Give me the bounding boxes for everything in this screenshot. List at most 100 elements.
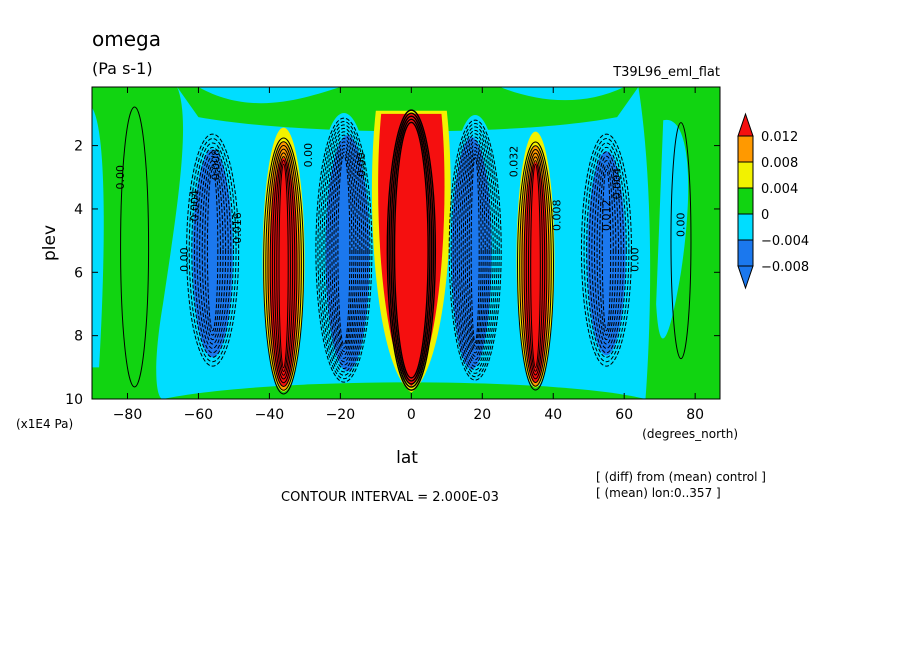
x-tick-label: −60 bbox=[184, 407, 214, 423]
contour-pos-sh bbox=[265, 141, 302, 391]
contour-neg-core-s bbox=[331, 144, 357, 356]
chart-title: omega bbox=[92, 27, 161, 51]
colorbar: 0.012 0.008 0.004 0 −0.004 −0.008 bbox=[737, 112, 809, 290]
contour-label: 0.00 bbox=[675, 213, 688, 238]
contour-label: 0.016 bbox=[231, 212, 244, 244]
y-tick-label: 8 bbox=[74, 329, 83, 345]
x-axis-unit: (degrees_north) bbox=[642, 427, 738, 441]
chart-units: (Pa s-1) bbox=[92, 59, 153, 78]
contour-label: 0.008 bbox=[550, 200, 563, 232]
contour-neg-nh bbox=[599, 164, 614, 336]
field-blue-lobe-sh bbox=[192, 149, 233, 358]
contour-neg-nh bbox=[591, 151, 622, 349]
y-axis-unit: (x1E4 Pa) bbox=[16, 417, 73, 431]
contour-neg-core-n bbox=[462, 143, 488, 357]
contour-neg-sh bbox=[201, 160, 224, 341]
contour-label: 0.00 bbox=[114, 165, 127, 190]
contour-pos-eq bbox=[388, 112, 435, 388]
contour-neg-core-n bbox=[448, 119, 502, 381]
contour-neg-core-n bbox=[466, 150, 484, 351]
field-red-lobe-sh bbox=[269, 158, 298, 387]
contour-neg-core-s bbox=[321, 127, 367, 373]
y-axis-label: plev bbox=[40, 225, 60, 261]
contour-label: 0.00 bbox=[355, 152, 368, 177]
contour-neg-sh bbox=[204, 164, 221, 336]
contour-pos-eq bbox=[386, 109, 437, 391]
contour-zero-left bbox=[120, 106, 150, 388]
contour-neg-sh bbox=[188, 138, 237, 363]
contour-neg-core-n bbox=[452, 126, 498, 374]
contour-pos-eq bbox=[393, 121, 429, 379]
plot-frame bbox=[91, 86, 721, 400]
contour-neg-core-s bbox=[327, 138, 361, 363]
x-tick-label: 0 bbox=[407, 407, 416, 423]
contour-label: 0.004 bbox=[611, 168, 624, 200]
x-tick-label: −20 bbox=[326, 407, 356, 423]
colorbar-extend-bottom bbox=[737, 265, 754, 290]
contour-neg-core-s bbox=[323, 131, 365, 370]
contour-neg-sh bbox=[186, 133, 240, 367]
contour-neg-core-s bbox=[319, 124, 369, 376]
contour-pos-nh bbox=[530, 163, 541, 369]
contour-neg-nh bbox=[588, 146, 625, 354]
colorbar-label: −0.004 bbox=[761, 234, 809, 249]
field-green-left bbox=[92, 87, 184, 399]
y-tick-label: 2 bbox=[74, 139, 83, 155]
contour-neg-sh bbox=[199, 155, 227, 345]
colorbar-segment bbox=[737, 239, 754, 267]
contour-pos-nh bbox=[528, 160, 544, 372]
x-tick-label: 20 bbox=[473, 407, 491, 423]
contour-zero-right bbox=[670, 122, 692, 360]
colorbar-label: 0.008 bbox=[761, 156, 798, 171]
contour-label: 0.00 bbox=[178, 247, 191, 272]
contour-pos-eq bbox=[390, 115, 433, 385]
colorbar-label: 0.004 bbox=[761, 182, 798, 197]
contour-neg-core-n bbox=[470, 157, 480, 344]
contour-pos-nh bbox=[517, 141, 555, 391]
contour-label: 0.012 bbox=[600, 200, 613, 232]
field-cyan-top-left bbox=[198, 87, 341, 104]
contour-pos-nh bbox=[525, 156, 546, 376]
contour-pos-nh bbox=[521, 148, 550, 383]
colorbar-segment bbox=[737, 135, 754, 163]
colorbar-label: 0.012 bbox=[761, 130, 798, 145]
contour-neg-core-n bbox=[468, 153, 482, 347]
colorbar-extend-top bbox=[737, 112, 754, 137]
contour-neg-sh bbox=[191, 142, 234, 358]
contour-neg-sh bbox=[193, 146, 232, 354]
contour-neg-core-s bbox=[333, 148, 355, 353]
contour-neg-nh bbox=[580, 133, 632, 367]
x-axis-label: lat bbox=[396, 448, 418, 468]
contour-label: 0.004 bbox=[188, 190, 201, 222]
colorbar-label: −0.008 bbox=[761, 260, 809, 275]
contour-neg-core-s bbox=[325, 134, 363, 366]
field-cyan-right-inner bbox=[656, 119, 689, 339]
x-tick-label: −80 bbox=[113, 407, 143, 423]
contour-pos-eq bbox=[392, 118, 431, 382]
colorbar-segment bbox=[737, 187, 754, 215]
contour-label: 0.032 bbox=[508, 146, 521, 178]
contour-neg-nh bbox=[593, 155, 619, 345]
run-label: T39L96_eml_flat bbox=[612, 65, 720, 80]
contour-neg-core-s bbox=[335, 151, 353, 349]
contour-neg-core-n bbox=[454, 129, 496, 371]
field-blue-core-s bbox=[325, 135, 370, 372]
contour-neg-core-n bbox=[456, 133, 494, 368]
x-tick-label: −40 bbox=[255, 407, 285, 423]
contour-label: 0.00 bbox=[628, 247, 641, 272]
contour-pos-sh bbox=[271, 152, 296, 380]
contour-neg-sh bbox=[206, 168, 219, 332]
colorbar-segment bbox=[737, 213, 754, 241]
y-tick-label: 6 bbox=[74, 265, 83, 281]
note-diff: [ (diff) from (mean) control ] bbox=[596, 470, 766, 484]
plot-area: 0.00 0.00 0.004 0.008 0.016 0.00 0.00 0.008 0.01… bbox=[91, 86, 721, 400]
contour-pos-nh bbox=[519, 145, 552, 387]
field-cyan-left-edge bbox=[92, 107, 104, 368]
contour-neg-nh bbox=[601, 168, 612, 332]
contour-pos-sh bbox=[267, 144, 300, 387]
field-cyan-top-right bbox=[500, 87, 625, 101]
y-tick-label: 4 bbox=[74, 202, 83, 218]
x-tick-label: 80 bbox=[686, 407, 704, 423]
contour-pos-sh bbox=[278, 163, 289, 369]
